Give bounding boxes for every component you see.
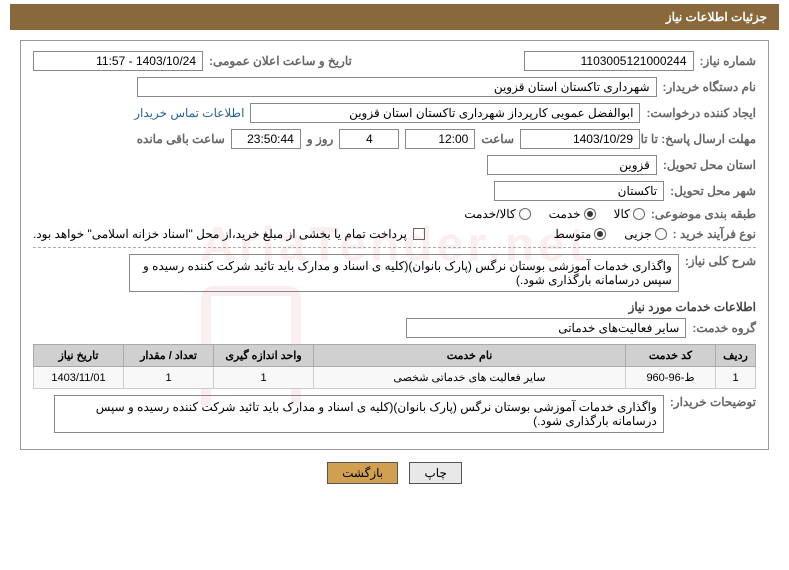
services-section-title: اطلاعات خدمات مورد نیاز — [33, 300, 756, 314]
ann-date-label: تاریخ و ساعت اعلان عمومی: — [209, 54, 352, 68]
requester-value: ابوالفضل عمویی کارپرداز شهرداری تاکستان … — [250, 103, 640, 123]
need-no-value: 1103005121000244 — [524, 51, 694, 71]
countdown-value: 23:50:44 — [231, 129, 301, 149]
radio-both[interactable] — [519, 208, 531, 220]
td-code: ط-96-960 — [626, 367, 716, 389]
cat-service-label: خدمت — [549, 207, 581, 221]
td-unit: 1 — [214, 367, 314, 389]
th-date: تاریخ نیاز — [34, 345, 124, 367]
radio-service[interactable] — [584, 208, 596, 220]
deadline-label: مهلت ارسال پاسخ: تا تاریخ: — [646, 132, 756, 146]
radio-goods[interactable] — [633, 208, 645, 220]
requester-label: ایجاد کننده درخواست: — [646, 106, 756, 120]
province-label: استان محل تحویل: — [663, 158, 756, 172]
province-value: قزوین — [487, 155, 657, 175]
td-qty: 1 — [124, 367, 214, 389]
category-radios: کالا خدمت کالا/خدمت — [464, 207, 645, 221]
process-label: نوع فرآیند خرید : — [673, 227, 756, 241]
deadline-date: 1403/10/29 — [520, 129, 640, 149]
th-qty: تعداد / مقدار — [124, 345, 214, 367]
payment-note: پرداخت تمام یا بخشی از مبلغ خرید،از محل … — [33, 227, 407, 241]
th-name: نام خدمت — [314, 345, 626, 367]
buyer-notes-text: واگذاری خدمات آموزشی بوستان نرگس (پارک ب… — [54, 395, 664, 433]
city-label: شهر محل تحویل: — [670, 184, 756, 198]
page-title: جزئیات اطلاعات نیاز — [666, 10, 767, 24]
td-name: سایر فعالیت های خدماتی شخصی — [314, 367, 626, 389]
th-code: کد خدمت — [626, 345, 716, 367]
contact-link[interactable]: اطلاعات تماس خریدار — [134, 106, 244, 120]
days-and-label: روز و — [307, 132, 334, 146]
buyer-org-value: شهرداری تاکستان استان قزوین — [137, 77, 657, 97]
td-date: 1403/11/01 — [34, 367, 124, 389]
proc-partial-label: جزیی — [624, 227, 651, 241]
buyer-notes-label: توضیحات خریدار: — [670, 395, 756, 409]
desc-text: واگذاری خدمات آموزشی بوستان نرگس (پارک ب… — [129, 254, 679, 292]
services-table: ردیف کد خدمت نام خدمت واحد اندازه گیری ت… — [33, 344, 756, 389]
category-label: طبقه بندی موضوعی: — [651, 207, 756, 221]
ann-date-value: 1403/10/24 - 11:57 — [33, 51, 203, 71]
td-row: 1 — [716, 367, 756, 389]
th-row: ردیف — [716, 345, 756, 367]
city-value: تاکستان — [494, 181, 664, 201]
payment-checkbox[interactable] — [413, 228, 425, 240]
process-radios: جزیی متوسط — [554, 227, 667, 241]
cat-both-label: کالا/خدمت — [464, 207, 515, 221]
radio-partial[interactable] — [655, 228, 667, 240]
cat-goods-label: کالا — [614, 207, 630, 221]
th-unit: واحد اندازه گیری — [214, 345, 314, 367]
days-value: 4 — [339, 129, 399, 149]
table-row: 1 ط-96-960 سایر فعالیت های خدماتی شخصی 1… — [34, 367, 756, 389]
need-no-label: شماره نیاز: — [700, 54, 756, 68]
button-row: چاپ بازگشت — [0, 462, 789, 484]
time-label: ساعت — [481, 132, 514, 146]
group-label: گروه خدمت: — [692, 321, 756, 335]
desc-label: شرح کلی نیاز: — [685, 254, 756, 268]
print-button[interactable]: چاپ — [409, 462, 461, 484]
proc-medium-label: متوسط — [554, 227, 592, 241]
table-header-row: ردیف کد خدمت نام خدمت واحد اندازه گیری ت… — [34, 345, 756, 367]
remaining-label: ساعت باقی مانده — [137, 132, 225, 146]
back-button[interactable]: بازگشت — [327, 462, 398, 484]
separator — [33, 247, 756, 248]
buyer-org-label: نام دستگاه خریدار: — [663, 80, 757, 94]
deadline-time: 12:00 — [405, 129, 475, 149]
radio-medium[interactable] — [594, 228, 606, 240]
page-header: جزئیات اطلاعات نیاز — [10, 4, 779, 30]
group-value: سایر فعالیت‌های خدماتی — [406, 318, 686, 338]
